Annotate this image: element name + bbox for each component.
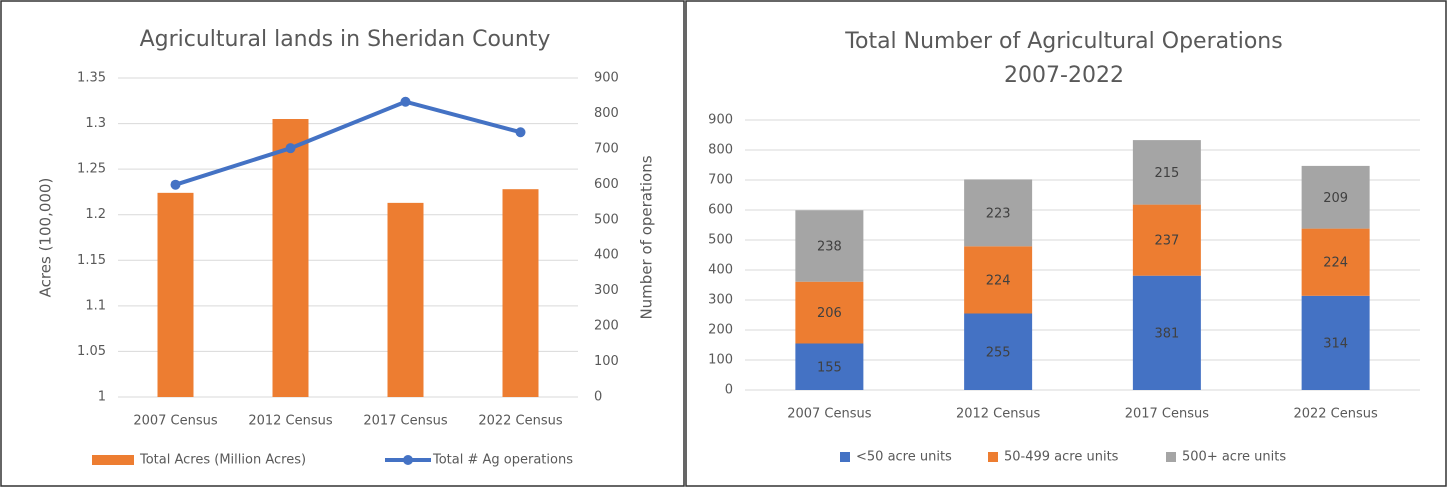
bar-segment: [795, 210, 864, 282]
x-tick-label: 2012 Census: [248, 414, 333, 429]
chart-title: 2007-2022: [1004, 63, 1124, 88]
y2-tick-label: 800: [594, 106, 619, 121]
bar-segment: [964, 313, 1033, 390]
y2-tick-label: 0: [594, 390, 602, 405]
y-tick-label: 500: [708, 233, 733, 248]
x-tick-label: 2022 Census: [478, 414, 563, 429]
line-point: [285, 143, 296, 154]
chart-title: Total Number of Agricultural Operations: [844, 29, 1282, 54]
x-tick-label: 2017 Census: [363, 414, 448, 429]
y-tick-label: 1.2: [85, 207, 106, 222]
legend-swatch: [840, 452, 850, 462]
y2-tick-label: 100: [594, 354, 619, 369]
bar-segment: [1301, 165, 1370, 229]
legend-label: Total # Ag operations: [432, 453, 573, 468]
x-tick-label: 2012 Census: [956, 407, 1041, 422]
legend-label: 500+ acre units: [1182, 450, 1286, 465]
y2-tick-label: 600: [594, 177, 619, 192]
y-tick-label: 300: [708, 293, 733, 308]
x-tick-label: 2007 Census: [787, 407, 872, 422]
y2-tick-label: 200: [594, 319, 619, 334]
y-tick-label: 1.25: [77, 162, 106, 177]
bar: [502, 189, 539, 397]
data-label: 314: [1323, 336, 1348, 351]
y-tick-label: 400: [708, 263, 733, 278]
data-label: 238: [817, 240, 842, 255]
bar-segment: [795, 343, 864, 390]
bar: [272, 119, 309, 397]
data-label: 155: [817, 360, 842, 375]
x-tick-label: 2017 Census: [1125, 407, 1210, 422]
legend-swatch: [1166, 452, 1176, 462]
bar-segment: [964, 246, 1033, 314]
line-point: [400, 96, 411, 107]
chart-title: Agricultural lands in Sheridan County: [140, 27, 551, 52]
data-label: 206: [817, 306, 842, 321]
bar-segment: [1132, 275, 1201, 390]
y-tick-label: 1.05: [77, 344, 106, 359]
bar: [387, 202, 424, 397]
y-tick-label: 200: [708, 323, 733, 338]
data-label: 215: [1154, 166, 1179, 181]
data-label: 224: [1323, 256, 1348, 271]
legend-label: 50-499 acre units: [1004, 450, 1119, 465]
bar-segment: [1132, 204, 1201, 276]
bar-segment: [964, 179, 1033, 247]
y-axis-title: Acres (100,000): [37, 178, 55, 298]
y-tick-label: 1.35: [77, 71, 106, 86]
bar-segment: [1301, 228, 1370, 296]
y2-axis-title: Number of operations: [638, 155, 656, 319]
line-point: [515, 127, 526, 138]
line-point: [170, 179, 181, 190]
data-label: 237: [1154, 234, 1179, 249]
data-label: 224: [986, 273, 1011, 288]
y-tick-label: 700: [708, 173, 733, 188]
y-tick-label: 600: [708, 203, 733, 218]
data-label: 209: [1323, 191, 1348, 206]
y-tick-label: 1.1: [85, 298, 106, 313]
y-tick-label: 900: [708, 113, 733, 128]
legend-label: <50 acre units: [856, 450, 952, 465]
y-tick-label: 1.3: [85, 116, 106, 131]
x-tick-label: 2022 Census: [1293, 407, 1378, 422]
y-tick-label: 1.15: [77, 253, 106, 268]
y-tick-label: 800: [708, 143, 733, 158]
y2-tick-label: 900: [594, 71, 619, 86]
legend-swatch: [988, 452, 998, 462]
legend-swatch: [403, 455, 413, 465]
legend-label: Total Acres (Million Acres): [139, 453, 306, 468]
y-tick-label: 0: [725, 383, 733, 398]
bar-segment: [1301, 295, 1370, 390]
data-label: 381: [1154, 326, 1179, 341]
data-label: 255: [986, 345, 1011, 360]
x-tick-label: 2007 Census: [133, 414, 218, 429]
y-tick-label: 100: [708, 353, 733, 368]
bar-segment: [1132, 140, 1201, 205]
y2-tick-label: 700: [594, 141, 619, 156]
bar-segment: [795, 281, 864, 344]
data-label: 223: [986, 206, 1011, 221]
y2-tick-label: 500: [594, 212, 619, 227]
y2-tick-label: 300: [594, 283, 619, 298]
bar: [157, 192, 194, 397]
y-tick-label: 1: [98, 390, 106, 405]
panel-left: [0, 0, 685, 487]
legend-swatch: [92, 455, 134, 465]
line: [174, 99, 522, 187]
y2-tick-label: 400: [594, 248, 619, 263]
